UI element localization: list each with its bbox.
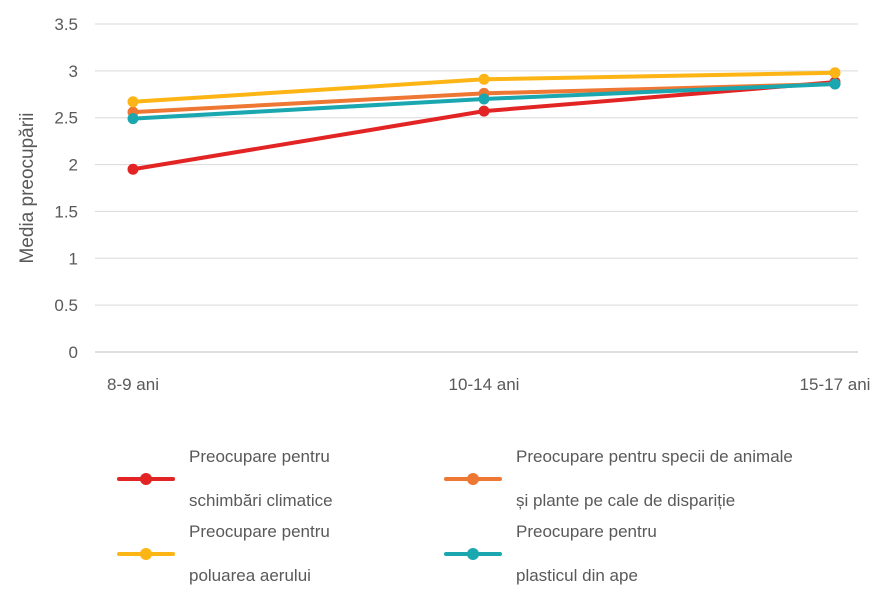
y-tick-label: 2.5 <box>54 109 78 128</box>
series-2 <box>127 67 841 108</box>
data-point <box>829 78 841 90</box>
legend-label-plastic-line2: plasticul din ape <box>516 566 638 585</box>
line-chart: 0 0.5 1 1.5 2 2.5 3 3.5 8-9 ani 10-14 ani 15-17 a… <box>17 15 870 394</box>
y-tick-label: 3.5 <box>54 15 78 34</box>
x-tick-label: 8-9 ani <box>107 375 159 394</box>
y-axis-ticks: 0 0.5 1 1.5 2 2.5 3 3.5 <box>54 15 78 362</box>
data-point <box>829 67 841 79</box>
x-tick-label: 15-17 ani <box>800 375 871 394</box>
data-point <box>478 73 490 85</box>
series-lines <box>127 67 841 175</box>
data-point <box>127 96 139 108</box>
series-3 <box>127 78 841 125</box>
gridlines <box>95 23 858 353</box>
y-axis-label: Media preocupării <box>17 112 38 263</box>
data-point <box>127 163 139 175</box>
x-tick-label: 10-14 ani <box>449 375 520 394</box>
y-tick-label: 1 <box>69 249 78 268</box>
data-point <box>478 93 490 105</box>
y-tick-label: 2 <box>69 156 78 175</box>
y-tick-label: 0.5 <box>54 296 78 315</box>
x-axis-ticks: 8-9 ani 10-14 ani 15-17 ani <box>107 375 870 394</box>
y-tick-label: 3 <box>69 62 78 81</box>
y-tick-label: 1.5 <box>54 202 78 221</box>
y-tick-label: 0 <box>69 343 78 362</box>
data-point <box>127 113 139 125</box>
legend-label-air-line2: poluarea aerului <box>189 566 311 585</box>
data-point <box>478 105 490 117</box>
